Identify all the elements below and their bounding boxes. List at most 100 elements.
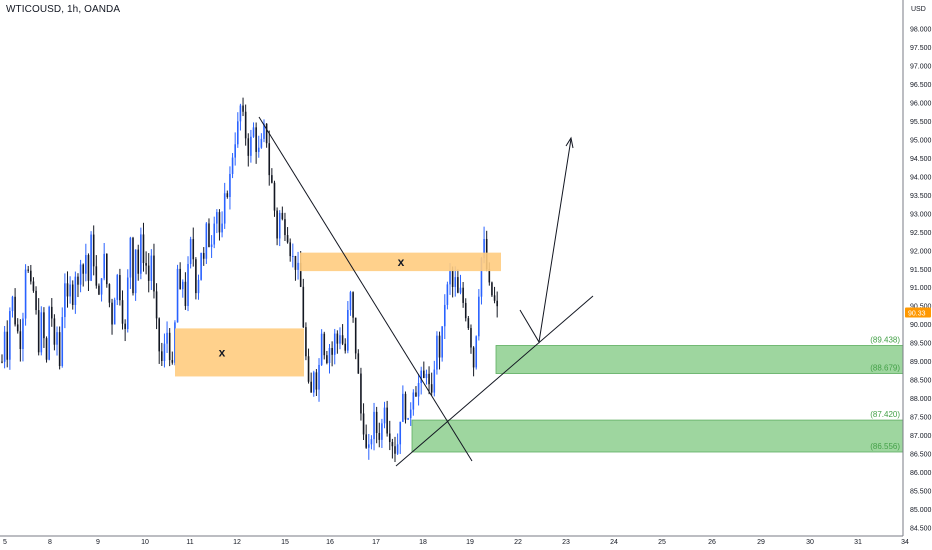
y-tick-label: 96.000 [910,100,932,107]
candle-body [276,210,278,239]
candle-body [255,127,257,152]
price-axis-bg [903,0,932,550]
projection-arrow[interactable] [519,138,572,344]
candle-body [472,347,475,368]
candle-body [396,444,399,454]
x-tick-label: 30 [806,539,814,546]
candle-body [208,223,210,247]
candle-body [370,439,373,445]
candle-body [441,326,443,358]
candle-body [119,275,121,301]
candle-body [181,281,184,290]
candle-body [98,285,100,295]
candle-body [184,281,187,306]
candle-body [200,252,202,280]
ascending-trendline[interactable] [395,295,594,467]
candle-body [171,360,174,363]
candle-body [373,411,375,440]
candle-body [252,127,255,137]
candle-body [326,355,328,363]
candles-layer [1,97,498,462]
candle-body [195,259,197,294]
candle-body [446,284,449,305]
y-tick-label: 85.500 [910,489,932,496]
trendlines-layer [258,116,594,467]
candle-body [365,434,367,448]
y-tick-label: 93.500 [910,193,932,200]
candle-body [113,299,116,325]
candle-body [95,266,98,286]
candle-body [265,123,268,144]
y-tick-label: 94.500 [910,156,932,163]
x-tick-label: 17 [372,539,380,546]
candle-body [297,262,299,270]
candle-body [404,393,407,420]
x-tick-label: 19 [466,539,474,546]
candle-body [344,343,347,351]
candle-body [412,392,415,410]
candle-body [189,239,192,264]
candle-body [168,332,171,361]
zone-x-marker: x [219,345,226,359]
candle-body [310,381,312,393]
candle-body [320,333,323,365]
zone-x-marker: x [398,255,405,269]
candle-body [438,335,441,358]
candle-body [341,335,344,344]
candle-body [357,353,360,374]
candle-body [349,292,352,310]
y-tick-label: 92.500 [910,230,932,237]
candle-body [74,276,77,305]
y-tick-label: 90.000 [910,322,932,329]
candle-body [229,173,231,197]
candle-body [142,234,145,264]
x-tick-label: 23 [562,539,570,546]
candle-body [213,223,216,245]
candle-body [22,318,24,350]
y-tick-label: 90.500 [910,304,932,311]
candle-body [174,322,176,363]
candle-body [247,138,250,156]
candle-body [312,372,315,393]
x-tick-label: 16 [326,539,334,546]
candle-body [420,370,422,384]
candle-body [45,338,48,360]
x-tick-label: 34 [901,539,909,546]
y-tick-label: 95.000 [910,137,932,144]
y-tick-label: 86.000 [910,470,932,477]
candle-body [234,144,236,158]
y-tick-label: 96.500 [910,82,932,89]
candle-body [163,343,166,361]
candle-body [197,279,200,294]
candle-body [383,407,386,424]
candle-body [299,262,302,287]
candle-body [85,255,87,274]
candle-body [352,292,354,318]
candle-body [27,269,29,271]
x-tick-label: 11 [186,539,193,546]
candle-body [368,444,370,448]
candle-body [223,193,226,224]
candle-body [53,318,56,345]
candle-body [433,369,436,393]
descending-trendline[interactable] [258,116,473,462]
candle-body [158,318,160,352]
candle-body [61,317,64,367]
candle-body [108,284,111,303]
candle-body [333,333,336,355]
y-tick-label: 88.500 [910,378,932,385]
x-tick-label: 31 [854,539,862,546]
candle-body [66,283,69,297]
candle-body [106,253,108,285]
y-tick-label: 98.000 [910,27,932,34]
candle-body [176,268,179,323]
candle-body [3,331,6,362]
candle-body [79,264,82,285]
y-tick-label: 91.500 [910,267,932,274]
y-tick-label: 89.000 [910,359,932,366]
candle-body [216,212,218,224]
demand-zone [411,419,904,453]
candle-body [315,372,318,390]
